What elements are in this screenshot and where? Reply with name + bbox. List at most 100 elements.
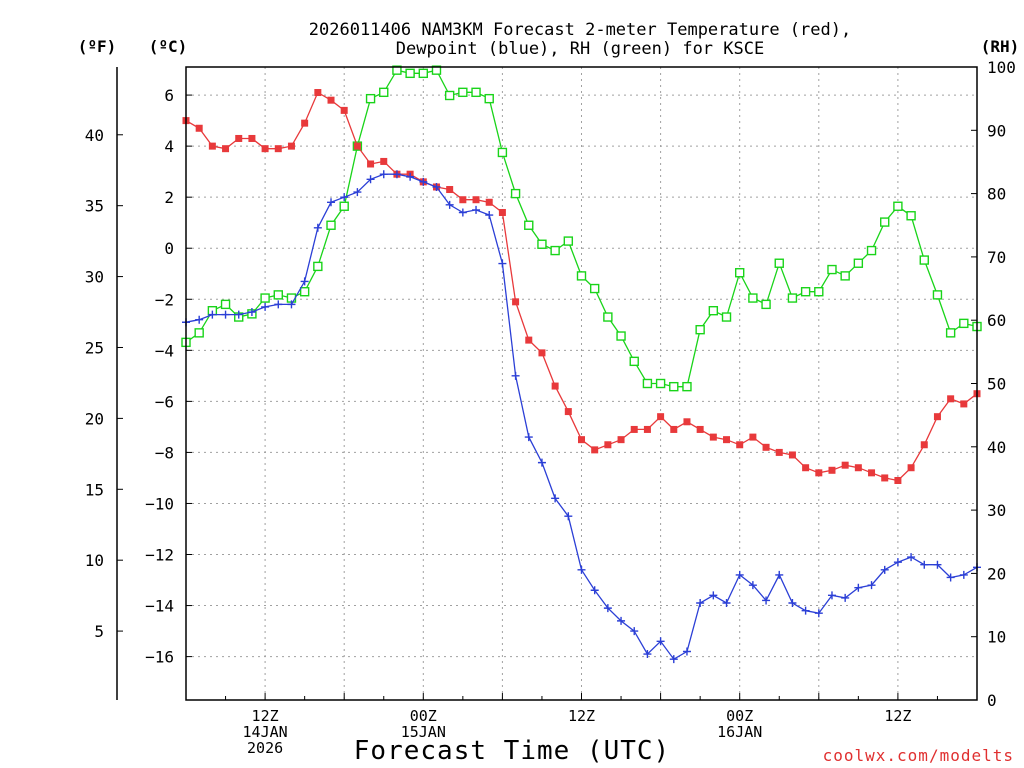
- dewpoint-point: [603, 604, 612, 613]
- temperature-point: [195, 124, 203, 132]
- temperature-point: [564, 408, 572, 416]
- rh-point: [550, 245, 560, 256]
- temperature-point: [248, 134, 256, 142]
- rh-tick-label: 0: [987, 691, 997, 710]
- temperature-point: [617, 436, 625, 444]
- fahrenheit-tick-label: 30: [85, 268, 104, 287]
- temperature-point: [353, 142, 361, 150]
- rh-point: [471, 87, 481, 98]
- rh-point: [669, 381, 679, 392]
- dewpoint-point: [933, 560, 942, 569]
- dewpoint-point: [234, 310, 243, 319]
- dewpoint-point: [907, 553, 916, 562]
- rh-point: [721, 312, 732, 322]
- dewpoint-point: [498, 259, 507, 268]
- dewpoint-point: [827, 591, 836, 600]
- dewpoint-point: [432, 182, 441, 191]
- rh-point: [906, 211, 916, 221]
- rh-tick-label: 100: [987, 58, 1016, 77]
- temperature-point: [485, 198, 493, 206]
- temperature-point: [274, 145, 282, 153]
- dewpoint-point: [722, 599, 731, 608]
- x-tick-label: 2026: [247, 739, 283, 757]
- temperature-point: [933, 413, 941, 421]
- rh-point: [945, 328, 956, 338]
- rh-point: [616, 331, 626, 341]
- rh-point: [589, 283, 600, 294]
- temperature-point: [314, 89, 322, 97]
- rh-point: [458, 87, 468, 98]
- temperature-point: [512, 298, 520, 306]
- x-tick-label: 12Z: [568, 707, 595, 725]
- temperature-point: [788, 451, 796, 459]
- dewpoint-point: [313, 223, 322, 232]
- temperature-point: [459, 196, 467, 204]
- rh-point: [313, 261, 323, 272]
- temperature-point: [538, 349, 546, 357]
- rh-point: [431, 65, 442, 75]
- dewpoint-point: [920, 560, 929, 569]
- temperature-point: [841, 461, 849, 469]
- x-tick-label: 16JAN: [717, 723, 762, 741]
- dewpoint-point: [775, 570, 784, 579]
- dewpoint-point: [762, 596, 771, 605]
- rh-point: [339, 201, 349, 211]
- dewpoint-point: [643, 650, 652, 659]
- dewpoint-point: [287, 300, 296, 309]
- temperature-point: [736, 441, 744, 449]
- dewpoint-point: [867, 581, 876, 590]
- dewpoint-point: [801, 606, 810, 615]
- dewpoint-point: [485, 211, 494, 220]
- temperature-point: [551, 382, 559, 390]
- temperature-point: [367, 160, 375, 168]
- temperature-point: [802, 464, 810, 472]
- rh-point: [273, 290, 283, 300]
- rh-point: [748, 293, 758, 303]
- celsius-tick-label: −12: [145, 546, 174, 565]
- rh-point: [893, 201, 903, 211]
- rh-point: [787, 293, 798, 303]
- temperature-point: [670, 425, 678, 433]
- temperature-point: [815, 469, 823, 477]
- rh-series: [181, 65, 982, 392]
- celsius-tick-label: 4: [164, 137, 174, 156]
- fahrenheit-tick-label: 10: [85, 551, 104, 570]
- dewpoint-point: [379, 170, 388, 179]
- dewpoint-point: [656, 637, 665, 646]
- dewpoint-point: [696, 599, 705, 608]
- dewpoint-point: [419, 177, 428, 186]
- temperature-point: [723, 436, 731, 444]
- rh-point: [392, 65, 402, 75]
- rh-point: [695, 324, 705, 335]
- rh-point: [866, 245, 877, 256]
- rh-point: [563, 236, 574, 246]
- rh-point: [260, 293, 270, 303]
- dewpoint-point: [366, 175, 375, 184]
- temperature-point: [287, 142, 295, 150]
- temperature-point: [854, 464, 862, 472]
- dewpoint-point: [472, 205, 481, 214]
- dewpoint-point: [551, 494, 560, 503]
- rh-point: [642, 378, 653, 389]
- temperature-point: [894, 476, 902, 484]
- dewpoint-point: [537, 458, 546, 467]
- rh-point: [497, 147, 508, 158]
- dewpoint-point: [946, 573, 955, 582]
- temperature-point: [604, 441, 612, 449]
- rh-point: [603, 312, 613, 322]
- fahrenheit-tick-label: 35: [85, 197, 104, 216]
- celsius-tick-label: 6: [164, 86, 174, 105]
- fahrenheit-unit-label: (ºF): [78, 37, 117, 56]
- grid-lines: [186, 67, 978, 700]
- celsius-tick-label: −14: [145, 597, 174, 616]
- celsius-tick-label: −4: [155, 341, 174, 360]
- x-tick-label: 12Z: [252, 707, 279, 725]
- rh-point: [576, 271, 587, 281]
- temperature-point: [881, 474, 889, 482]
- temperature-point: [630, 425, 638, 433]
- dewpoint-point: [709, 591, 718, 600]
- rh-point: [853, 258, 864, 268]
